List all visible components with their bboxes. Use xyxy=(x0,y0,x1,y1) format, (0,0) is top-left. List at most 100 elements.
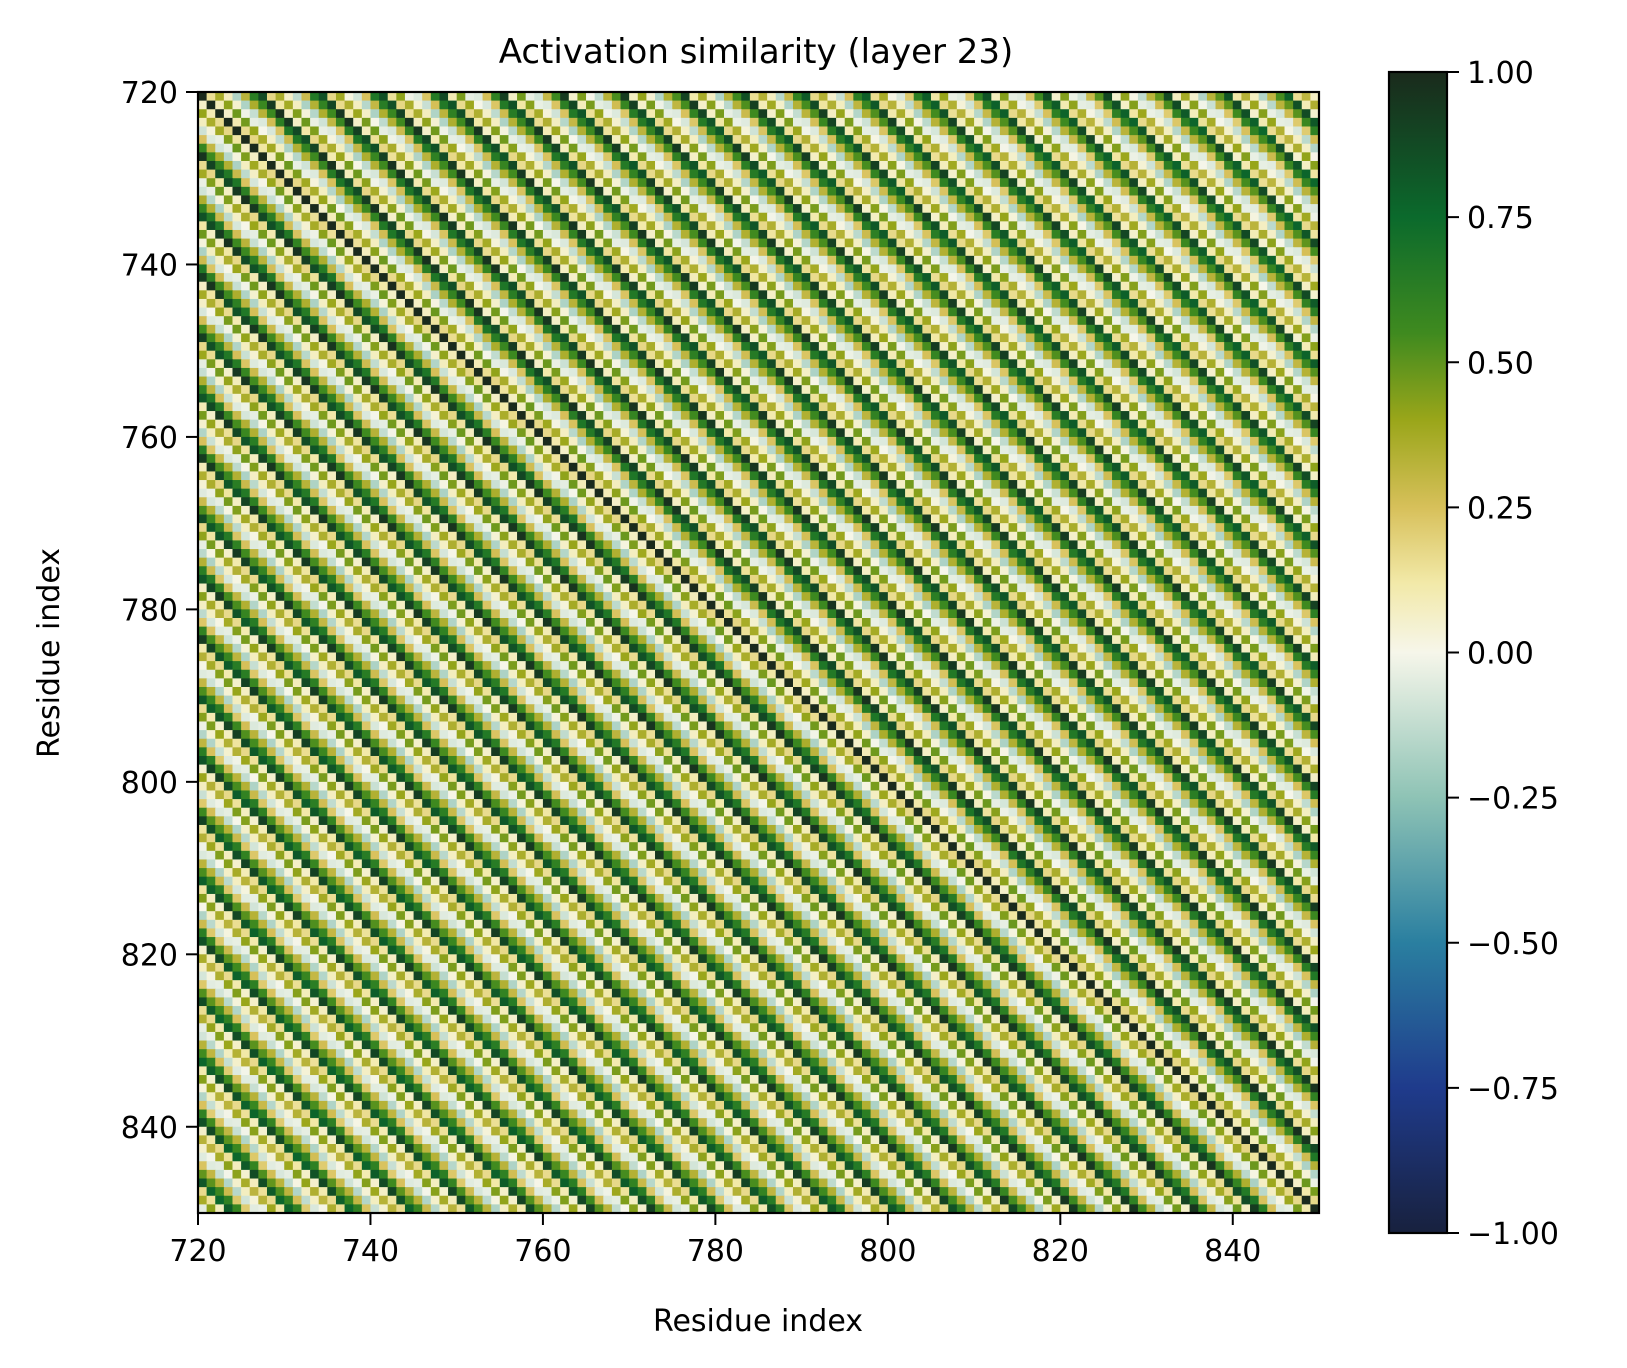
heatmap-cell xyxy=(560,100,570,110)
heatmap-cell xyxy=(508,100,518,110)
heatmap-cell xyxy=(1206,316,1217,326)
heatmap-cell xyxy=(905,186,915,197)
heatmap-cell xyxy=(810,402,820,412)
heatmap-cell xyxy=(439,152,449,162)
heatmap-cell xyxy=(1051,152,1061,162)
heatmap-cell xyxy=(767,385,777,395)
heatmap-cell xyxy=(1232,273,1242,283)
heatmap-cell xyxy=(1293,393,1303,404)
heatmap-cell xyxy=(430,135,441,145)
heatmap-cell xyxy=(1172,160,1182,171)
heatmap-cell xyxy=(1008,229,1018,240)
heatmap-cell xyxy=(292,247,303,257)
heatmap-cell xyxy=(413,255,423,266)
heatmap-cell xyxy=(689,212,699,222)
heatmap-cell xyxy=(887,324,898,335)
heatmap-cell xyxy=(422,411,432,421)
heatmap-cell xyxy=(223,109,234,119)
heatmap-cell xyxy=(680,385,691,395)
heatmap-cell xyxy=(792,281,803,291)
heatmap-cell xyxy=(1275,264,1286,274)
heatmap-cell xyxy=(198,350,208,360)
heatmap-cell xyxy=(1137,281,1148,291)
heatmap-cell xyxy=(999,160,1010,171)
heatmap-cell xyxy=(335,385,346,395)
heatmap-cell xyxy=(672,350,682,360)
heatmap-cell xyxy=(499,135,510,145)
heatmap-cell xyxy=(1181,324,1191,335)
heatmap-cell xyxy=(1310,100,1320,110)
heatmap-cell xyxy=(1077,350,1087,360)
heatmap-cell xyxy=(663,419,673,429)
heatmap-cell xyxy=(663,238,673,248)
heatmap-cell xyxy=(896,316,906,326)
heatmap-cell xyxy=(741,204,751,214)
heatmap-cell xyxy=(327,186,337,197)
heatmap-cell xyxy=(275,264,285,274)
heatmap-cell xyxy=(1103,169,1113,179)
heatmap-cell xyxy=(1310,126,1320,136)
heatmap-cell xyxy=(491,255,501,266)
heatmap-cell xyxy=(767,238,777,248)
heatmap-cell xyxy=(991,385,1001,395)
heatmap-cell xyxy=(1129,376,1139,386)
heatmap-cell xyxy=(905,359,915,369)
heatmap-cell xyxy=(991,195,1001,205)
heatmap-cell xyxy=(672,324,682,335)
heatmap-cell xyxy=(586,316,596,326)
heatmap-cell xyxy=(353,290,363,300)
heatmap-cell xyxy=(1094,92,1105,102)
heatmap-cell xyxy=(491,204,501,214)
heatmap-cell xyxy=(646,316,656,326)
heatmap-cell xyxy=(870,92,880,102)
heatmap-cell xyxy=(741,402,751,412)
heatmap-cell xyxy=(465,100,475,110)
heatmap-cell xyxy=(551,333,561,343)
heatmap-cell xyxy=(577,229,587,240)
heatmap-cell xyxy=(241,143,251,153)
heatmap-cell xyxy=(1077,393,1087,404)
heatmap-cell xyxy=(706,316,716,326)
heatmap-cell xyxy=(741,135,751,145)
heatmap-cell xyxy=(603,393,613,404)
heatmap-cell xyxy=(534,117,544,128)
heatmap-cell xyxy=(1017,143,1027,153)
heatmap-cell xyxy=(361,117,372,128)
heatmap-cell xyxy=(844,238,854,248)
heatmap-cell xyxy=(603,247,613,257)
heatmap-cell xyxy=(836,229,846,240)
heatmap-cell xyxy=(1215,411,1225,421)
heatmap-cell xyxy=(1206,411,1217,421)
heatmap-cell xyxy=(404,419,415,429)
heatmap-cell xyxy=(577,333,587,343)
heatmap-cell xyxy=(956,221,967,231)
heatmap-cell xyxy=(836,359,846,369)
heatmap-cell xyxy=(620,143,630,153)
heatmap-cell xyxy=(629,152,639,162)
heatmap-cell xyxy=(792,169,803,179)
heatmap-cell xyxy=(948,376,958,386)
heatmap-cell xyxy=(1137,238,1148,248)
heatmap-cell xyxy=(551,264,561,274)
heatmap-cell xyxy=(1051,290,1061,300)
heatmap-cell xyxy=(1275,316,1286,326)
heatmap-cell xyxy=(335,255,346,266)
heatmap-cell xyxy=(1284,238,1294,248)
heatmap-cell xyxy=(1155,324,1165,335)
heatmap-cell xyxy=(473,402,484,412)
heatmap-cell xyxy=(1025,135,1036,145)
heatmap-cell xyxy=(301,126,311,136)
heatmap-cell xyxy=(249,135,259,145)
heatmap-cell xyxy=(525,393,535,404)
heatmap-cell xyxy=(844,143,854,153)
heatmap-cell xyxy=(1198,247,1208,257)
heatmap-cell xyxy=(1103,350,1113,360)
heatmap-cell xyxy=(1189,281,1199,291)
heatmap-cell xyxy=(1068,152,1079,162)
heatmap-cell xyxy=(1043,342,1053,352)
heatmap-cell xyxy=(792,298,803,309)
heatmap-cell xyxy=(620,367,630,378)
heatmap-cell xyxy=(198,273,208,283)
heatmap-cell xyxy=(1310,160,1320,171)
heatmap-cell xyxy=(1198,273,1208,283)
